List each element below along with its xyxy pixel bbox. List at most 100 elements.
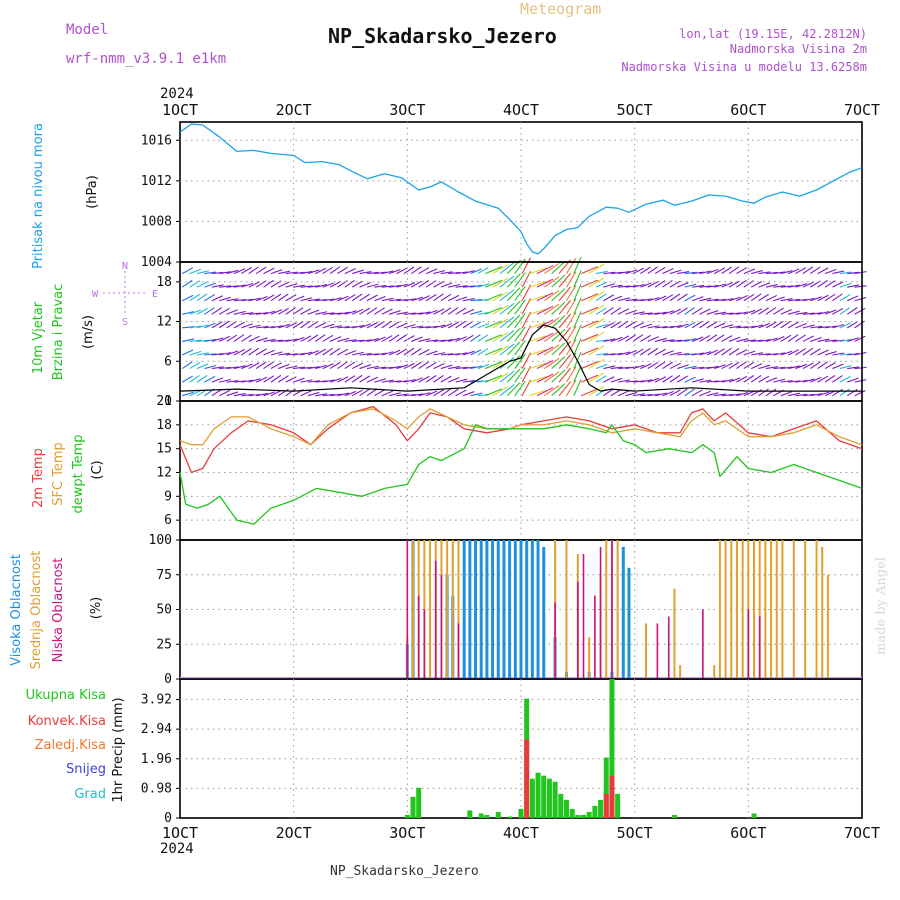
wind-arrow [374,271,387,275]
wind-arrow [440,282,453,288]
x-tick-label-top: 2OCT [276,101,312,119]
wind-arrow [182,267,194,275]
precip-bar [603,793,609,818]
wind-arrow [418,295,430,302]
wind-arrow [706,334,718,342]
wind-arrow [315,364,327,370]
wind-arrow [713,334,725,342]
wind-arrow [189,280,201,288]
wind-arrow [477,348,489,356]
wind-arrow [780,270,793,275]
wind-arrow [743,325,756,329]
wind-arrow [314,348,326,356]
altitude-label: Nadmorska Visina 2m [730,42,867,56]
wind-arrow [448,283,461,288]
wind-arrow [506,287,521,302]
wind-arrow [728,280,740,288]
wind-arrow [344,375,356,383]
wind-arrow [263,294,275,302]
wind-arrow [389,365,402,370]
precip-bar [569,808,575,818]
wind-arrow [795,363,807,370]
wind-arrow [677,375,688,383]
wind-arrow [824,351,837,356]
wind-arrow [618,297,630,302]
wind-arrow [632,311,645,315]
wind-arrow [603,388,614,397]
wind-arrow [773,378,786,383]
wind-arrow [396,298,409,302]
wind-arrow [411,296,423,302]
wind-arrow [581,333,599,342]
wind-arrow [211,321,223,329]
wind-arrow [854,351,867,356]
wind-arrow [270,374,282,383]
wind-arrow [411,266,422,275]
wind-arrow [448,353,461,356]
wind-arrow [765,353,778,356]
wind-arrow [676,388,688,397]
wind-arrow [389,380,402,383]
wind-arrow [558,313,571,329]
wind-arrow [588,304,605,315]
wind-arrow [440,271,453,275]
wind-arrow [300,335,312,342]
wind-arrow [662,339,675,342]
wind-arrow [351,362,364,370]
wind-arrow [832,324,845,329]
wind-arrow [270,362,282,370]
wind-arrow [255,280,267,288]
wind-arrow [691,389,703,397]
wind-arrow [765,294,777,302]
wind-arrow [433,363,445,370]
cloud-bar [536,540,540,679]
wind-arrow [499,343,515,356]
wind-arrow [218,389,231,397]
wind-arrow [662,390,674,397]
wind-arrow [736,392,749,397]
wind-arrow [374,307,385,315]
wind-arrow [824,362,836,370]
wind-arrow [802,393,815,397]
wind-arrow [824,293,836,302]
wind-arrow [743,309,756,315]
wind-arrow [300,270,313,275]
wind-arrow [255,361,267,370]
wind-arrow [366,376,379,383]
wind-arrow [521,311,532,329]
wind-arrow [551,261,566,274]
wind-arrow [603,365,616,370]
wind-arrow [233,348,245,356]
y-tick-label: 1004 [141,255,172,270]
wind-arrow [640,298,653,302]
wind-arrow [751,352,764,356]
wind-arrow [492,372,509,383]
wind-arrow [337,376,349,383]
wind-arrow [773,320,784,329]
wind-arrow [699,390,711,397]
wind-arrow [433,352,446,356]
wind-arrow [499,316,515,329]
wind-arrow [795,348,806,356]
wind-arrow [832,375,843,383]
wind-arrow [226,366,239,370]
cloud-bar [451,540,454,679]
wind-arrow [817,375,829,383]
wind-arrow [418,326,431,329]
lonlat-label: lon,lat (19.15E, 42.2812N) [679,27,867,41]
wind-arrow [750,293,762,302]
wind-arrow [506,328,521,342]
wind-arrow [758,364,771,370]
wind-arrow [847,271,860,275]
mid-cloud-axis-label: Srednja Oblacnost [29,551,44,670]
wind-arrow [255,266,267,275]
wind-arrow [854,389,866,397]
wind-arrow [388,334,400,342]
wind-arrow [514,312,526,329]
wind-arrow [448,294,460,302]
wind-arrow [440,322,453,329]
wind-arrow [654,361,666,370]
wind-arrow [248,335,260,342]
wind-arrow [484,320,503,329]
wind-arrow [433,293,444,302]
